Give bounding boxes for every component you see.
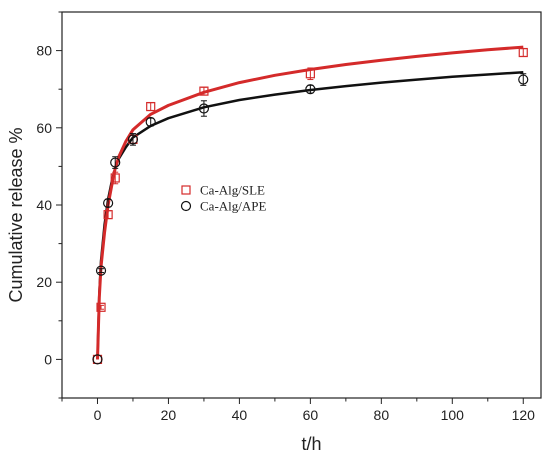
fit-curve-ape [96, 70, 524, 360]
y-tick-label: 60 [36, 120, 52, 136]
data-point-sle [305, 69, 315, 79]
legend-label: Ca-Alg/SLE [200, 183, 265, 198]
x-tick-label: 40 [232, 407, 248, 423]
data-point-ape [305, 84, 316, 95]
data-point-ape [95, 265, 107, 276]
data-point-ape [110, 157, 121, 168]
data-point-sle [146, 101, 156, 112]
x-axis-ticks: 0 20 40 60 80 100 120 [61, 398, 536, 423]
data-point-ape [103, 197, 114, 209]
data-point-ape [518, 74, 529, 85]
data-point-ape [145, 116, 156, 128]
y-axis-label: Cumulative release % [6, 127, 26, 302]
y-tick-label: 40 [36, 197, 52, 213]
x-tick-label: 0 [94, 407, 102, 423]
x-tick-label: 100 [441, 407, 465, 423]
y-tick-label: 0 [44, 351, 52, 367]
data-points [92, 47, 529, 365]
data-point-ape [198, 103, 210, 114]
data-point-sle [103, 210, 113, 220]
x-tick-label: 120 [512, 407, 536, 423]
y-tick-label: 20 [36, 274, 52, 290]
data-point-sle [96, 302, 106, 312]
y-axis-ticks: 0 20 40 60 80 [36, 11, 62, 399]
legend-marker [181, 185, 191, 195]
data-point-ape [92, 354, 103, 365]
legend-marker [180, 200, 192, 212]
y-tick-label: 80 [36, 43, 52, 59]
legend-label: Ca-Alg/APE [200, 199, 267, 214]
data-point-ape [127, 134, 139, 145]
x-axis-label: t/h [301, 434, 321, 454]
x-tick-label: 20 [161, 407, 177, 423]
data-point-sle [518, 47, 528, 58]
x-tick-label: 80 [374, 407, 390, 423]
data-point-sle [199, 86, 209, 96]
x-tick-label: 60 [303, 407, 319, 423]
data-point-sle [110, 173, 120, 183]
